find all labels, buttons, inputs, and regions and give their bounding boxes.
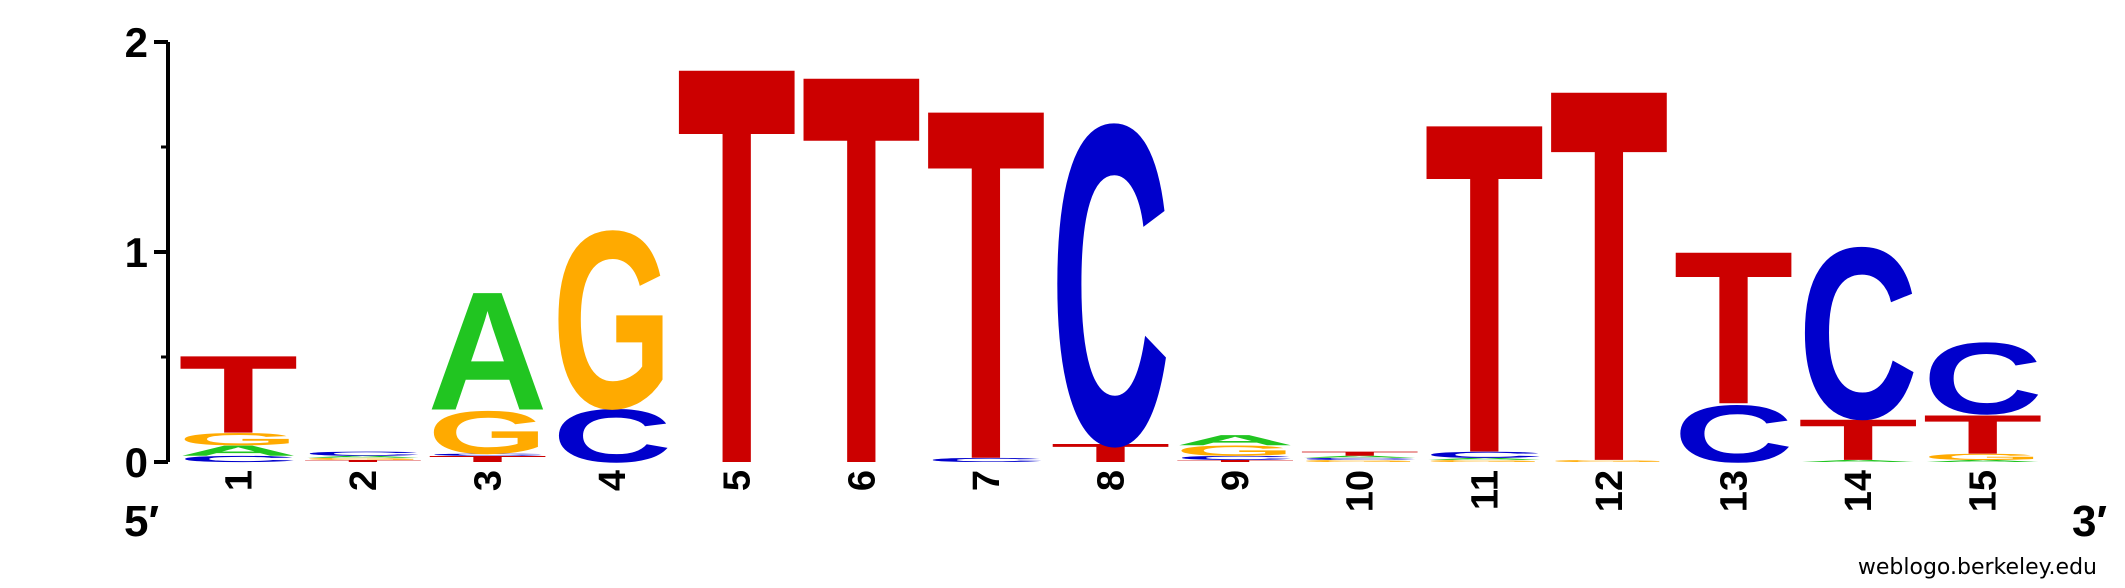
logo-letter-A: A <box>1175 432 1295 448</box>
x-position-label: 11 <box>1464 470 1506 510</box>
logo-letter-G: G <box>1923 452 2043 462</box>
logo-letter-T: T <box>1424 23 1544 552</box>
x-position-label: 9 <box>1215 470 1257 491</box>
logo-letter-T: T <box>303 459 423 462</box>
logo-letter-T: T <box>1549 0 1669 574</box>
credit-text: weblogo.berkeley.edu <box>1857 555 2097 580</box>
logo-letter-G: G <box>1549 459 1669 462</box>
x-position-label: 6 <box>841 470 883 491</box>
logo-letter-C: C <box>1175 455 1295 461</box>
logo-letter-C: C <box>552 394 672 479</box>
logo-letter-G: G <box>552 179 672 462</box>
logo-letter-C: C <box>1300 457 1420 460</box>
logo-letter-A: A <box>178 442 298 458</box>
logo-letter-T: T <box>926 3 1046 564</box>
logo-letter-T: T <box>801 0 921 581</box>
logo-letter-C: C <box>926 457 1046 463</box>
x-position-label: 7 <box>966 470 1008 491</box>
logo-letter-C: C <box>178 454 298 464</box>
y-axis: 0 1 2 <box>125 19 170 486</box>
y-tick-label: 1 <box>125 229 148 276</box>
logo-letter-C: C <box>1674 388 1794 480</box>
logo-letter-T: T <box>1798 407 1918 472</box>
three-prime-label: 3′ <box>2072 497 2107 546</box>
logo-letter-A: A <box>1300 455 1420 458</box>
x-position-label: 4 <box>592 470 634 491</box>
logo-letter-C: C <box>428 453 548 456</box>
logo-letter-C: C <box>1923 322 2043 436</box>
x-position-label: 14 <box>1838 470 1880 512</box>
logo-letter-C: C <box>303 450 423 456</box>
logo-letter-T: T <box>677 0 797 584</box>
logo-letter-A: A <box>303 455 423 458</box>
x-position-label: 15 <box>1963 470 2005 512</box>
x-position-label: 10 <box>1340 470 1382 512</box>
x-position-label: 1 <box>218 470 260 491</box>
x-position-label: 13 <box>1714 470 1756 512</box>
logo-letter-T: T <box>178 333 298 457</box>
y-tick-label: 0 <box>125 439 148 486</box>
logo-letter-C: C <box>1050 28 1170 540</box>
logo-letter-A: A <box>1424 457 1544 460</box>
x-position-label: 12 <box>1589 470 1631 512</box>
logo-letter-G: G <box>1300 459 1420 462</box>
logo-letter-T: T <box>1674 206 1794 450</box>
x-position-label: 2 <box>343 470 385 491</box>
logo-letter-G: G <box>1175 443 1295 459</box>
logo-letter-A: A <box>1923 459 2043 462</box>
x-axis-labels: 1 2 3 4 5 6 7 8 9 10 11 12 13 14 15 <box>218 470 2004 512</box>
logo-letter-G: G <box>428 398 548 466</box>
logo-letter-T: T <box>1175 459 1295 462</box>
logo-letter-A: A <box>1798 459 1918 462</box>
logo-letter-C: C <box>1424 450 1544 460</box>
x-position-label: 5 <box>717 470 759 491</box>
x-position-label: 3 <box>468 470 510 491</box>
logo-letter-T: T <box>1923 403 2043 465</box>
y-tick-label: 2 <box>125 19 148 66</box>
logo-letter-C: C <box>1798 198 1918 471</box>
logo-letter-G: G <box>1424 459 1544 462</box>
logo-letter-G: G <box>303 457 423 460</box>
logo-letter-T: T <box>428 454 548 464</box>
five-prime-label: 5′ <box>124 497 159 546</box>
logo-letter-A: A <box>428 256 548 446</box>
logo-letter-G: G <box>178 430 298 449</box>
x-position-label: 8 <box>1091 470 1133 491</box>
logo-letter-T: T <box>1051 438 1171 467</box>
logo-letter-T: T <box>1300 450 1420 457</box>
